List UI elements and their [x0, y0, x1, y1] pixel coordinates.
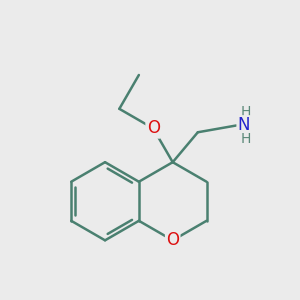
Text: N: N	[238, 116, 250, 134]
Text: H: H	[240, 105, 251, 118]
Text: H: H	[240, 132, 251, 146]
Text: O: O	[166, 231, 179, 249]
Text: O: O	[147, 119, 160, 137]
